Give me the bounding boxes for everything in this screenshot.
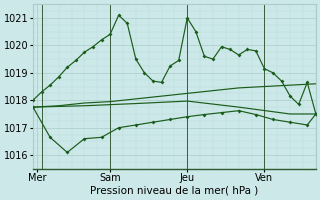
X-axis label: Pression niveau de la mer( hPa ): Pression niveau de la mer( hPa ) xyxy=(90,186,259,196)
